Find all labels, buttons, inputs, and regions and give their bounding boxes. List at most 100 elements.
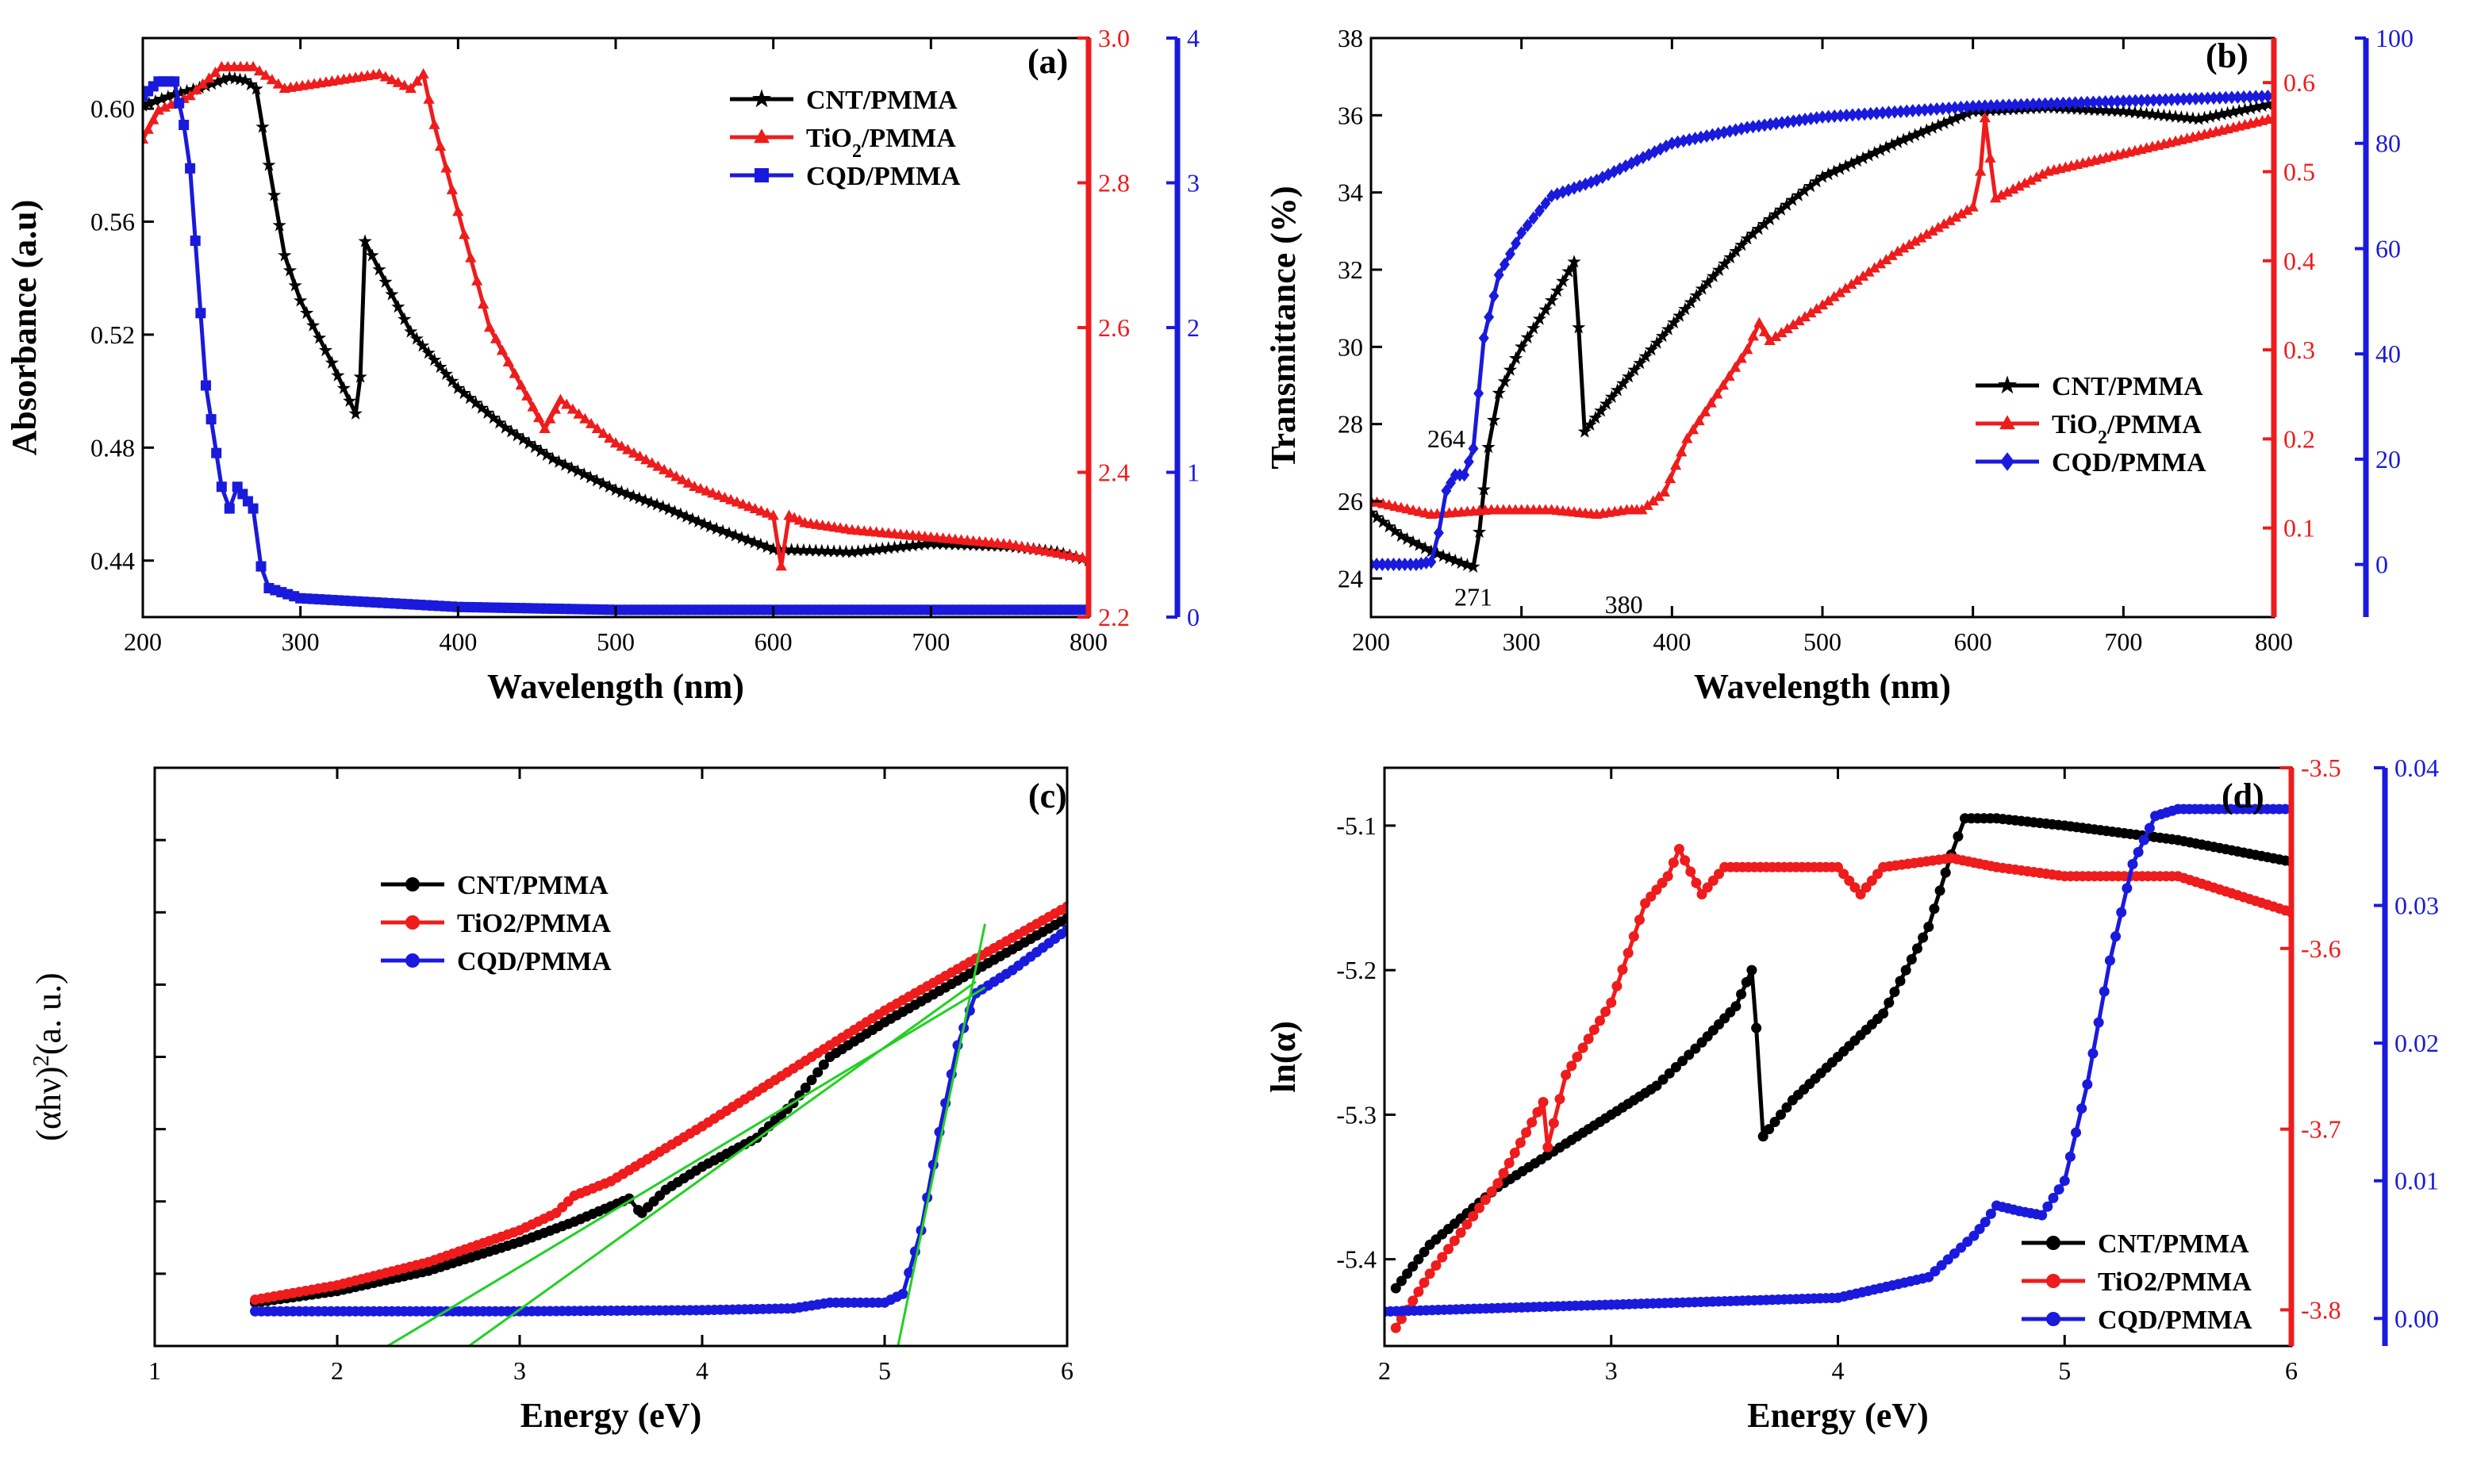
data-point bbox=[555, 393, 566, 405]
data-point bbox=[1669, 459, 1682, 470]
data-point bbox=[800, 1082, 811, 1093]
data-point bbox=[278, 248, 292, 262]
data-point bbox=[646, 457, 658, 468]
data-point bbox=[1633, 355, 1647, 370]
data-point bbox=[2133, 105, 2148, 120]
data-point bbox=[2172, 92, 2183, 106]
annotation-label: 271 bbox=[1454, 582, 1492, 611]
data-point bbox=[918, 537, 932, 550]
data-point bbox=[1868, 262, 1880, 273]
data-point bbox=[558, 458, 573, 471]
data-point bbox=[1811, 303, 1822, 314]
data-point bbox=[1661, 322, 1676, 336]
data-point bbox=[1493, 268, 1504, 282]
data-point bbox=[833, 544, 847, 558]
data-point bbox=[1606, 997, 1617, 1008]
data-point bbox=[1509, 1148, 1520, 1159]
data-point bbox=[1923, 921, 1934, 932]
data-point bbox=[2064, 1151, 2076, 1162]
data-point bbox=[893, 539, 908, 553]
data-point bbox=[2028, 98, 2039, 112]
data-point bbox=[2087, 1048, 2099, 1059]
right2-tick-label: 0.04 bbox=[2394, 754, 2439, 782]
y-tick-label: 0.52 bbox=[90, 320, 135, 349]
data-point bbox=[1949, 111, 1963, 125]
data-point bbox=[766, 542, 781, 555]
data-point bbox=[2174, 109, 2188, 124]
data-point bbox=[1655, 328, 1670, 343]
data-point bbox=[294, 293, 308, 307]
right1-tick-label: 2.4 bbox=[1098, 458, 1130, 487]
y-tick-label: 0.44 bbox=[90, 546, 135, 575]
legend-label: CQD/PMMA bbox=[2098, 1306, 2252, 1335]
data-point bbox=[1989, 192, 2002, 203]
data-point bbox=[775, 560, 787, 571]
data-point bbox=[622, 443, 634, 454]
data-point bbox=[534, 443, 548, 458]
data-point bbox=[318, 343, 333, 357]
data-point bbox=[1902, 130, 1917, 144]
data-point bbox=[725, 493, 737, 504]
data-point bbox=[712, 489, 725, 500]
data-point bbox=[820, 543, 835, 558]
data-point bbox=[655, 500, 670, 513]
data-point bbox=[1907, 104, 1918, 118]
series-line bbox=[1371, 94, 2274, 567]
data-point bbox=[1815, 170, 1830, 183]
data-point bbox=[1695, 282, 1709, 295]
data-point bbox=[1903, 239, 1915, 250]
fit-line bbox=[467, 980, 977, 1346]
right2-tick-label: 20 bbox=[2375, 445, 2401, 474]
data-point bbox=[1684, 295, 1698, 309]
data-point bbox=[1572, 1052, 1583, 1062]
x-tick-label: 500 bbox=[1803, 627, 1841, 656]
data-point bbox=[1528, 211, 1539, 225]
data-point bbox=[905, 538, 920, 552]
x-tick-label: 5 bbox=[878, 1356, 891, 1385]
data-point bbox=[1707, 128, 1718, 142]
y-tick-label: -5.4 bbox=[1336, 1245, 1377, 1274]
data-point bbox=[1583, 417, 1597, 431]
data-point bbox=[1734, 237, 1749, 251]
data-point bbox=[2178, 92, 2189, 106]
legend-label: CQD/PMMA bbox=[2052, 448, 2206, 477]
data-point bbox=[1696, 888, 1707, 899]
data-point bbox=[2226, 90, 2237, 105]
data-point bbox=[416, 339, 430, 352]
data-point bbox=[1775, 1109, 1786, 1120]
data-point bbox=[2076, 96, 2087, 109]
data-point bbox=[2220, 90, 2231, 105]
data-point bbox=[159, 101, 171, 112]
legend-marker bbox=[755, 168, 769, 182]
data-point bbox=[1776, 116, 1788, 130]
right1-tick-label: 0.1 bbox=[2283, 514, 2315, 543]
data-point bbox=[760, 539, 774, 553]
data-point bbox=[174, 86, 188, 99]
data-point bbox=[528, 439, 542, 454]
data-point bbox=[942, 537, 956, 550]
data-point bbox=[1707, 875, 1719, 886]
data-point bbox=[1662, 871, 1673, 882]
data-point bbox=[527, 401, 539, 412]
data-point bbox=[790, 543, 805, 556]
data-point bbox=[1406, 535, 1420, 548]
data-point bbox=[433, 359, 447, 374]
data-point bbox=[203, 72, 215, 83]
data-point bbox=[1583, 1033, 1594, 1045]
data-point bbox=[325, 355, 340, 369]
data-point bbox=[238, 73, 252, 86]
data-point bbox=[1672, 135, 1684, 149]
data-point bbox=[1678, 134, 1689, 148]
legend-marker bbox=[1998, 375, 2017, 394]
data-point bbox=[2025, 174, 2037, 185]
data-point bbox=[1711, 388, 1723, 399]
data-point bbox=[2015, 98, 2026, 112]
data-point bbox=[373, 67, 386, 79]
data-point bbox=[2030, 171, 2042, 182]
data-point bbox=[1572, 320, 1586, 334]
data-point bbox=[1849, 882, 1861, 893]
data-point bbox=[694, 482, 707, 493]
series-line bbox=[143, 79, 1089, 612]
data-point bbox=[1855, 888, 1866, 899]
legend-label: TiO2/PMMA bbox=[457, 909, 611, 938]
